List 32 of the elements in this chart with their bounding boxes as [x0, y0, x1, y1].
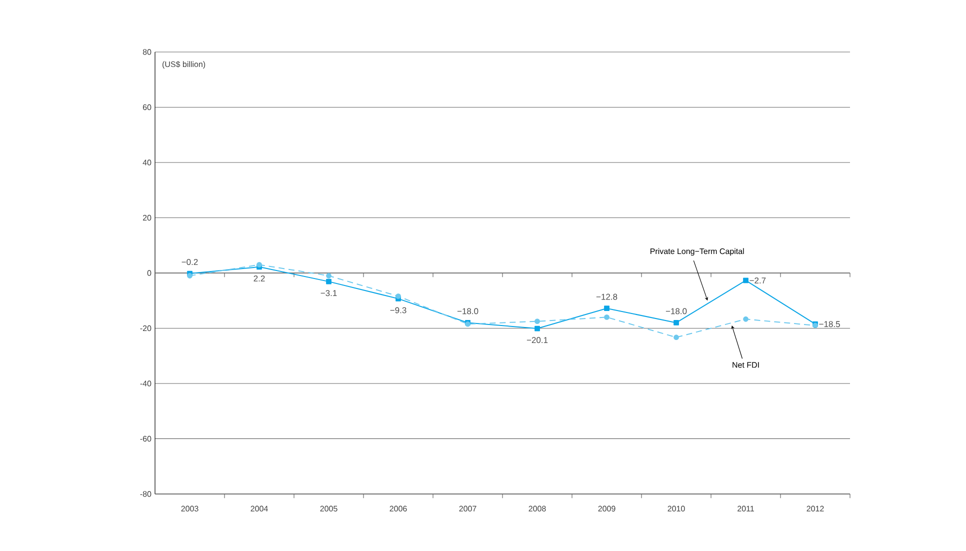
x-tick-label: 2005 — [320, 506, 338, 512]
data-label: −9.3 — [390, 307, 406, 314]
data-label: −0.2 — [182, 259, 198, 266]
y-tick-label: 80 — [142, 49, 152, 55]
annotation: (US$ billion) — [162, 61, 206, 69]
y-tick-label: 40 — [142, 160, 152, 166]
data-label: −18.0 — [666, 308, 687, 314]
y-tick-label: -40 — [140, 380, 152, 386]
x-tick-label: 2007 — [459, 506, 476, 512]
data-label: −2.7 — [750, 277, 766, 284]
y-tick-label: -20 — [140, 325, 152, 332]
data-label: 2.2 — [254, 275, 265, 282]
text: Net FDI — [732, 362, 759, 368]
data-label: −12.8 — [596, 294, 618, 300]
y-tick-label: 20 — [142, 214, 152, 221]
data-label: −3.1 — [320, 290, 337, 296]
data-label: −20.1 — [526, 337, 548, 344]
y-tick-label: -60 — [140, 436, 152, 442]
x-tick-label: 2006 — [390, 506, 407, 512]
x-tick-label: 2003 — [181, 506, 198, 512]
x-tick-label: 2009 — [598, 506, 616, 512]
y-tick-label: 0 — [147, 270, 152, 276]
y-tick-label: -80 — [140, 491, 152, 497]
data-label: −18.0 — [457, 308, 478, 314]
x-tick-label: 2011 — [738, 506, 754, 512]
text: Private Long−Term Capital — [650, 248, 744, 256]
x-tick-label: 2010 — [668, 506, 685, 512]
data-label: −18.5 — [819, 321, 840, 328]
y-tick-label: 60 — [142, 104, 152, 110]
x-tick-label: 2012 — [806, 506, 824, 512]
x-tick-label: 2008 — [528, 506, 546, 512]
x-tick-label: 2004 — [250, 506, 268, 512]
